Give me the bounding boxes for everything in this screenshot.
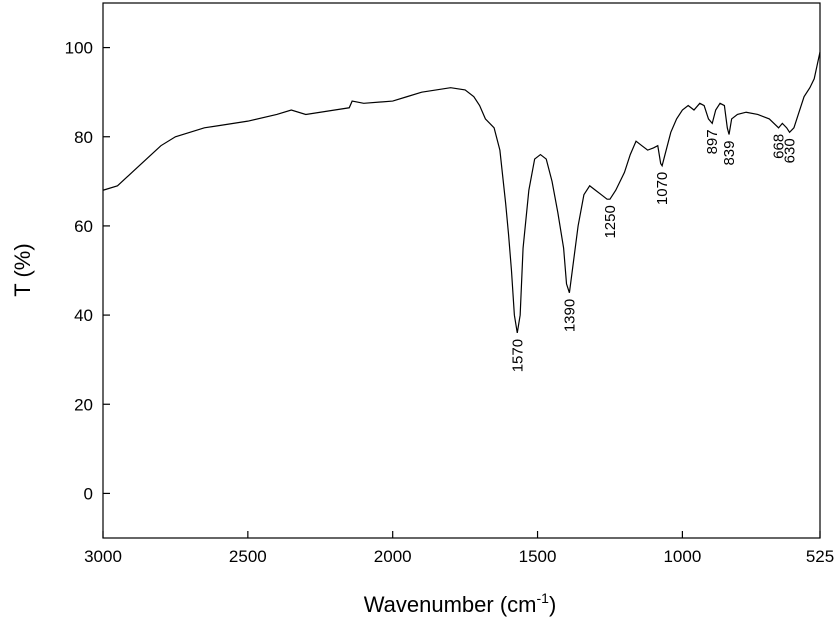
x-label-tail: ) bbox=[549, 592, 556, 617]
peak-label: 897 bbox=[704, 129, 721, 154]
spectrum-line bbox=[102, 51, 821, 334]
x-tick-label: 3000 bbox=[84, 547, 122, 566]
x-tick-label: 2500 bbox=[229, 547, 267, 566]
y-tick-label: 40 bbox=[74, 306, 93, 325]
peak-label: 630 bbox=[782, 138, 799, 163]
x-tick-label: 2000 bbox=[374, 547, 412, 566]
peak-label: 1570 bbox=[509, 339, 526, 372]
y-tick-label: 0 bbox=[84, 484, 93, 503]
peak-label: 1390 bbox=[561, 299, 578, 332]
x-label-main: Wavenumber (cm bbox=[364, 592, 537, 617]
x-tick-label: 1500 bbox=[519, 547, 557, 566]
peak-label: 1250 bbox=[602, 205, 619, 238]
y-tick-label: 20 bbox=[74, 395, 93, 414]
x-axis-label: Wavenumber (cm-1) bbox=[364, 590, 557, 617]
x-tick-label: 525 bbox=[806, 547, 834, 566]
peak-label: 668 bbox=[771, 134, 788, 159]
peak-label: 839 bbox=[721, 141, 738, 166]
peak-label: 1070 bbox=[654, 172, 671, 205]
y-axis-label: T (%) bbox=[10, 243, 35, 296]
x-tick-label: 1000 bbox=[663, 547, 701, 566]
y-tick-label: 80 bbox=[74, 128, 93, 147]
y-tick-label: 100 bbox=[65, 39, 93, 58]
y-tick-label: 60 bbox=[74, 217, 93, 236]
plot-frame bbox=[102, 2, 821, 539]
x-label-sup: -1 bbox=[537, 590, 550, 606]
